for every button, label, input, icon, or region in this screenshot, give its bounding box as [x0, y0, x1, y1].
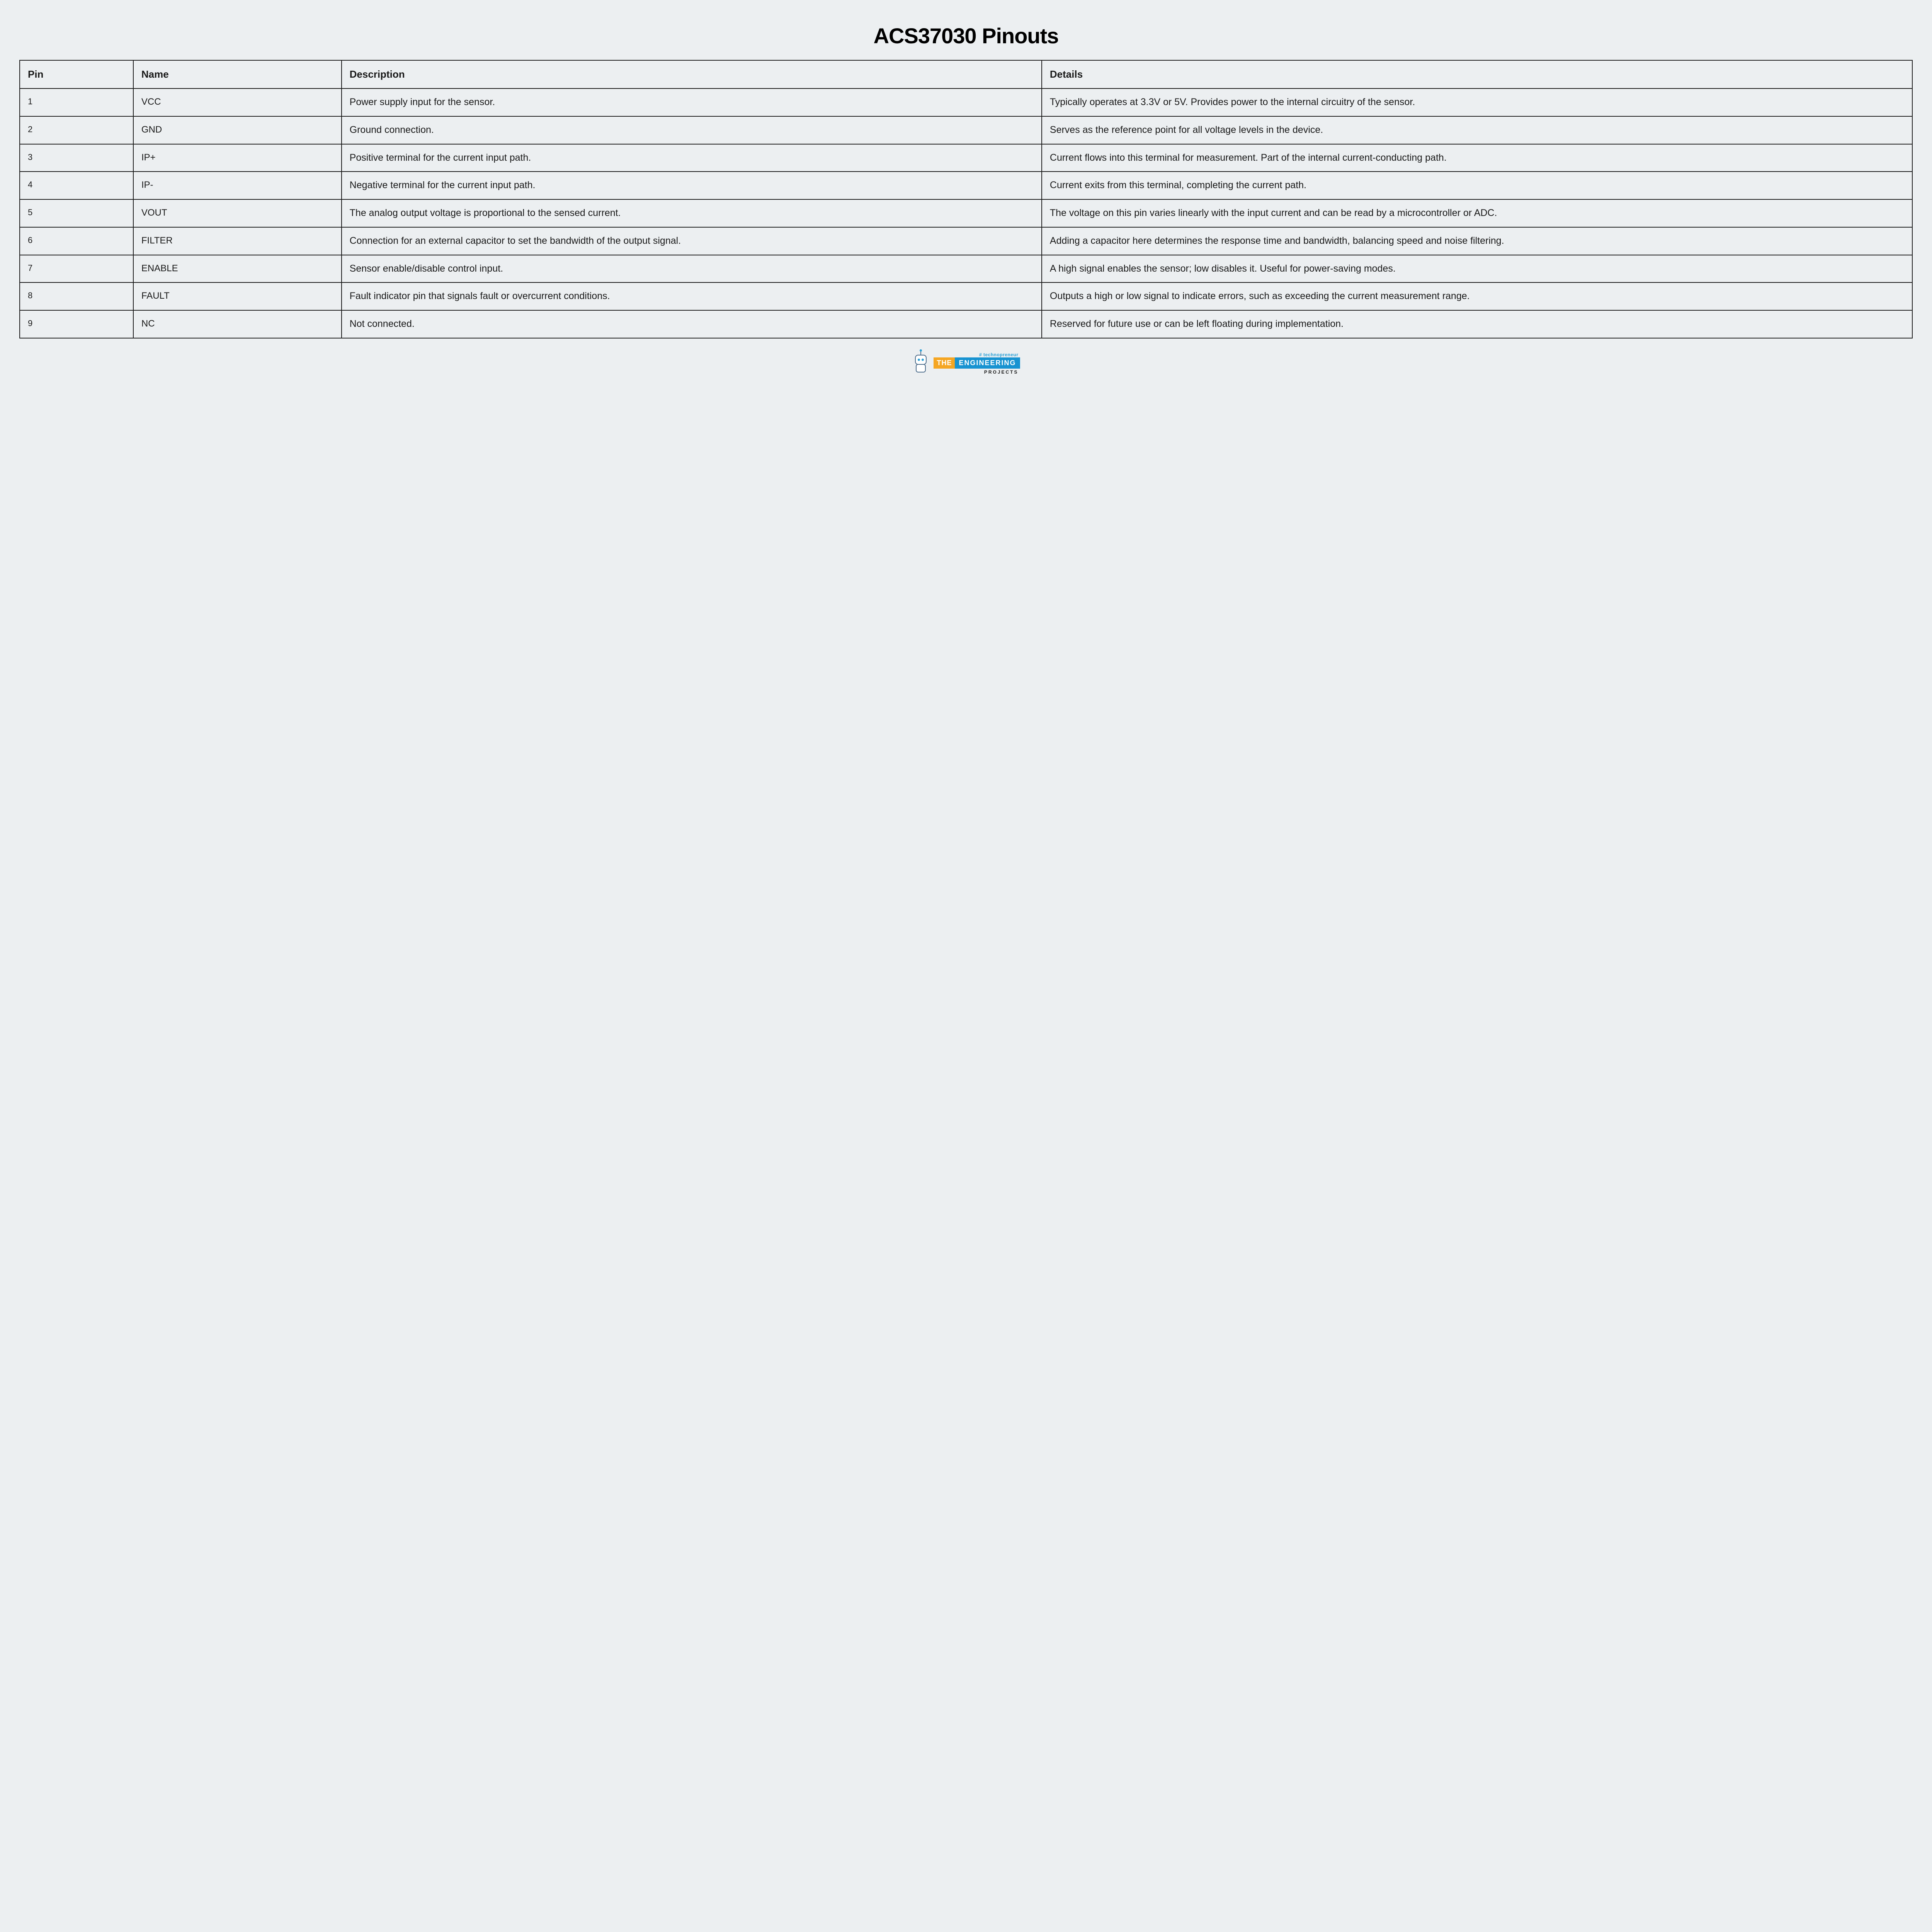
- cell-pin: 9: [20, 310, 133, 338]
- cell-details: Serves as the reference point for all vo…: [1042, 116, 1912, 144]
- cell-details: Adding a capacitor here determines the r…: [1042, 227, 1912, 255]
- cell-pin: 1: [20, 88, 133, 116]
- robot-icon: [912, 352, 930, 374]
- page-title: ACS37030 Pinouts: [19, 23, 1913, 48]
- cell-description: Not connected.: [342, 310, 1042, 338]
- table-row: 7ENABLESensor enable/disable control inp…: [20, 255, 1912, 283]
- cell-name: FAULT: [133, 282, 342, 310]
- cell-description: Positive terminal for the current input …: [342, 144, 1042, 172]
- table-row: 5VOUTThe analog output voltage is propor…: [20, 199, 1912, 227]
- table-row: 2GNDGround connection.Serves as the refe…: [20, 116, 1912, 144]
- col-header-name: Name: [133, 60, 342, 88]
- cell-pin: 4: [20, 172, 133, 199]
- cell-description: Sensor enable/disable control input.: [342, 255, 1042, 283]
- cell-name: FILTER: [133, 227, 342, 255]
- cell-details: A high signal enables the sensor; low di…: [1042, 255, 1912, 283]
- cell-pin: 3: [20, 144, 133, 172]
- cell-pin: 6: [20, 227, 133, 255]
- cell-name: VCC: [133, 88, 342, 116]
- pinout-table: Pin Name Description Details 1VCCPower s…: [19, 60, 1913, 338]
- cell-name: IP-: [133, 172, 342, 199]
- cell-pin: 8: [20, 282, 133, 310]
- cell-name: GND: [133, 116, 342, 144]
- cell-pin: 2: [20, 116, 133, 144]
- cell-details: Current flows into this terminal for mea…: [1042, 144, 1912, 172]
- cell-details: The voltage on this pin varies linearly …: [1042, 199, 1912, 227]
- cell-details: Current exits from this terminal, comple…: [1042, 172, 1912, 199]
- cell-description: The analog output voltage is proportiona…: [342, 199, 1042, 227]
- cell-details: Reserved for future use or can be left f…: [1042, 310, 1912, 338]
- brand-block: # technopreneur THE ENGINEERING PROJECTS: [934, 352, 1020, 375]
- col-header-pin: Pin: [20, 60, 133, 88]
- cell-description: Fault indicator pin that signals fault o…: [342, 282, 1042, 310]
- brand-projects: PROJECTS: [984, 369, 1020, 375]
- col-header-details: Details: [1042, 60, 1912, 88]
- cell-name: IP+: [133, 144, 342, 172]
- brand-engineering: ENGINEERING: [955, 357, 1020, 369]
- table-row: 8FAULTFault indicator pin that signals f…: [20, 282, 1912, 310]
- cell-description: Power supply input for the sensor.: [342, 88, 1042, 116]
- cell-description: Ground connection.: [342, 116, 1042, 144]
- table-row: 3IP+Positive terminal for the current in…: [20, 144, 1912, 172]
- col-header-description: Description: [342, 60, 1042, 88]
- table-body: 1VCCPower supply input for the sensor.Ty…: [20, 88, 1912, 338]
- cell-pin: 7: [20, 255, 133, 283]
- cell-name: ENABLE: [133, 255, 342, 283]
- brand-the: THE: [934, 357, 955, 369]
- cell-description: Negative terminal for the current input …: [342, 172, 1042, 199]
- cell-details: Typically operates at 3.3V or 5V. Provid…: [1042, 88, 1912, 116]
- table-header-row: Pin Name Description Details: [20, 60, 1912, 88]
- table-row: 4IP-Negative terminal for the current in…: [20, 172, 1912, 199]
- table-row: 1VCCPower supply input for the sensor.Ty…: [20, 88, 1912, 116]
- cell-pin: 5: [20, 199, 133, 227]
- table-row: 9NCNot connected.Reserved for future use…: [20, 310, 1912, 338]
- cell-name: VOUT: [133, 199, 342, 227]
- brand-hashtag: # technopreneur: [979, 352, 1020, 357]
- footer-logo: # technopreneur THE ENGINEERING PROJECTS: [19, 352, 1913, 375]
- cell-name: NC: [133, 310, 342, 338]
- table-row: 6FILTERConnection for an external capaci…: [20, 227, 1912, 255]
- cell-description: Connection for an external capacitor to …: [342, 227, 1042, 255]
- cell-details: Outputs a high or low signal to indicate…: [1042, 282, 1912, 310]
